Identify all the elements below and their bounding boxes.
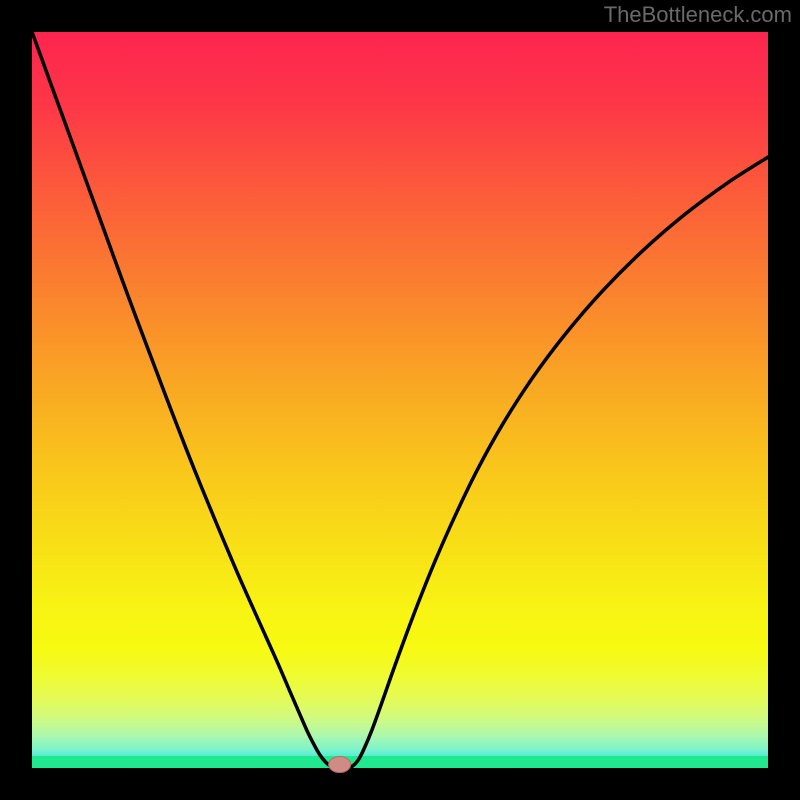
- chart-container: TheBottleneck.com: [0, 0, 800, 800]
- baseline-band: [32, 756, 768, 768]
- plot-background: [32, 32, 768, 768]
- watermark-text: TheBottleneck.com: [604, 2, 792, 28]
- bottleneck-chart: [0, 0, 800, 800]
- min-point-marker: [329, 757, 351, 773]
